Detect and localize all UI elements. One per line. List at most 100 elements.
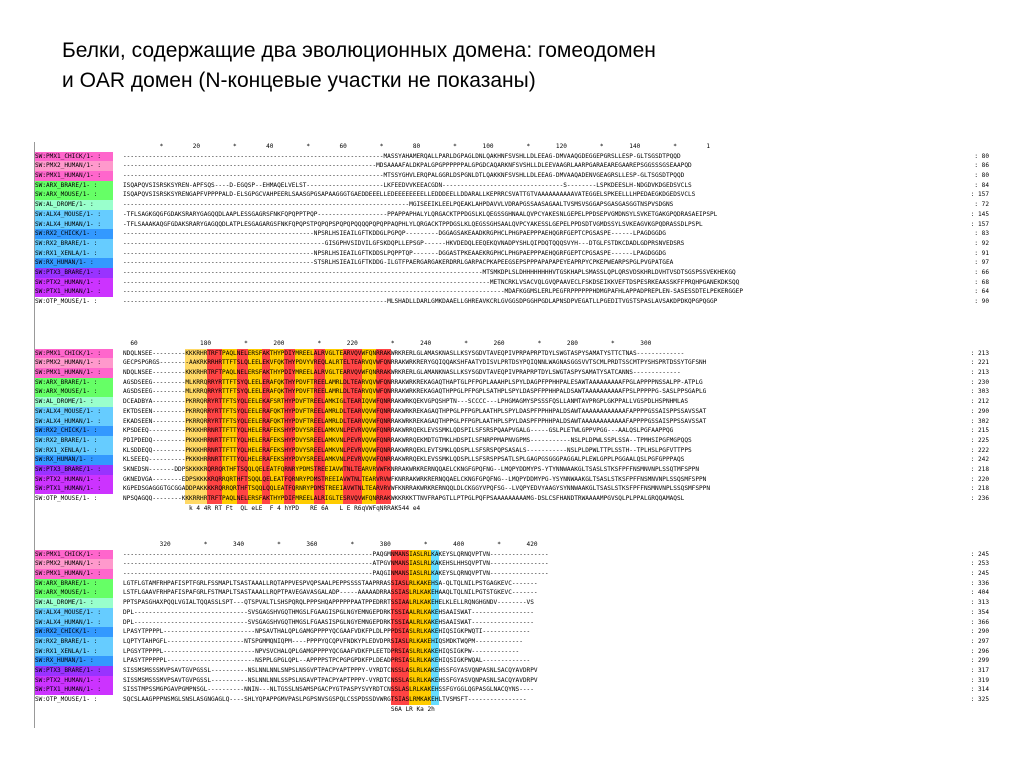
residue-text: ----------------------------------------… bbox=[123, 259, 674, 267]
sequence-label: SW:PMX1_CHICK/1- : bbox=[35, 348, 113, 359]
conservation-highlight bbox=[269, 387, 285, 398]
conservation-highlight bbox=[295, 397, 314, 407]
conservation-highlight bbox=[295, 494, 314, 504]
sequence-end-position: : 296 bbox=[970, 647, 989, 655]
conservation-highlight bbox=[222, 416, 237, 427]
conservation-highlight bbox=[207, 426, 223, 436]
sequence-row: SW:PMX2_HUMAN/1- : GECPSPGRGS--------AAKR… bbox=[35, 358, 993, 369]
residue-text: ISQAPQVSISRSKSYRENGAPFVPPPPALD-ELSGPGCVA… bbox=[123, 191, 696, 199]
residue-text: SISSTMPSSMGPGAVPGMPNSGL----------NNIN---… bbox=[123, 686, 534, 694]
conservation-highlight bbox=[236, 435, 248, 446]
conservation-highlight bbox=[295, 445, 314, 456]
sequence-row: SW:RX_HUMAN/1- : KLSEEEQ----------PKKKHRR… bbox=[35, 455, 993, 465]
sequence-label: SW:OTP_MOUSE/1- : bbox=[35, 297, 113, 307]
conservation-highlight bbox=[431, 646, 439, 657]
conservation-highlight bbox=[313, 387, 325, 398]
sequence-end-position: : 66 bbox=[974, 268, 989, 276]
sequence-end-position: : 253 bbox=[970, 560, 989, 568]
conservation-highlight bbox=[343, 455, 362, 465]
sequence-end-position: : 218 bbox=[970, 465, 989, 473]
conservation-highlight bbox=[284, 426, 296, 436]
conservation-highlight bbox=[313, 377, 325, 388]
conservation-highlight bbox=[313, 358, 325, 369]
sequence-residues: ISQAPQVSISRSKSYREN-APFSQS----D-EGQSP--EH… bbox=[123, 181, 692, 191]
conservation-highlight bbox=[185, 445, 208, 456]
sequence-end-position: : 404 bbox=[970, 589, 989, 597]
conservation-highlight bbox=[361, 358, 377, 369]
conservation-highlight bbox=[207, 494, 223, 504]
residue-text: LSTFLGAAVFRHPAFISPAFGRLFSTMAPLTSASTAAALL… bbox=[123, 589, 538, 597]
conservation-highlight bbox=[236, 397, 248, 407]
sequence-row: SW:PTX3_BRARE/1- : SISSMSMSSSMVPSAVTGVPGS… bbox=[35, 665, 993, 676]
conservation-highlight bbox=[207, 348, 223, 359]
conservation-highlight bbox=[247, 484, 263, 494]
residue-text: ----------------------------------------… bbox=[123, 298, 718, 305]
conservation-highlight bbox=[390, 588, 410, 599]
conservation-highlight bbox=[185, 387, 208, 398]
conservation-highlight bbox=[295, 368, 314, 378]
sequence-row: SW:PTX1_HUMAN/1- : KGPEDSGAGGGTGCGGADDPAK… bbox=[35, 484, 993, 495]
conservation-highlight bbox=[390, 617, 410, 628]
sequence-end-position: : 313 bbox=[970, 599, 989, 607]
sequence-residues: KGPEDSGAGGGTGCGGADDPAKKKKRQRRQRTHFTSQQLQ… bbox=[123, 484, 710, 494]
conservation-highlight bbox=[409, 685, 432, 695]
conservation-highlight bbox=[284, 494, 296, 504]
conservation-highlight bbox=[361, 387, 377, 398]
conservation-highlight bbox=[390, 569, 410, 579]
sequence-label: SW:PMX2_HUMAN/1- : bbox=[35, 161, 113, 172]
conservation-highlight bbox=[409, 559, 432, 570]
conservation-highlight bbox=[269, 484, 285, 494]
conservation-highlight bbox=[247, 455, 263, 465]
conservation-highlight bbox=[269, 494, 285, 504]
sequence-label: SW:ARX_BRARE/1- : bbox=[35, 180, 113, 191]
conservation-highlight bbox=[431, 656, 439, 666]
conservation-highlight bbox=[313, 435, 325, 446]
sequence-label: SW:RX2_CHICK/1- : bbox=[35, 627, 113, 637]
sequence-end-position: : 215 bbox=[970, 427, 989, 435]
conservation-highlight bbox=[236, 455, 248, 465]
conservation-highlight bbox=[236, 377, 248, 388]
conservation-highlight bbox=[376, 435, 391, 446]
residue-text: LQPTYTAHPGFL---------------------NTSPGMM… bbox=[123, 637, 523, 645]
conservation-highlight bbox=[295, 358, 314, 369]
conservation-highlight bbox=[313, 474, 325, 485]
conservation-highlight bbox=[236, 474, 248, 485]
conservation-highlight bbox=[409, 588, 432, 599]
conservation-highlight bbox=[343, 464, 362, 475]
sequence-residues: ----------------------------------------… bbox=[123, 171, 684, 181]
sequence-end-position: : 213 bbox=[970, 369, 989, 377]
sequence-label: SW:PMX1_CHICK/1- : bbox=[35, 549, 113, 560]
conservation-highlight bbox=[431, 636, 439, 647]
conservation-highlight bbox=[376, 348, 391, 359]
sequence-label: SW:OTP_MOUSE/1- : bbox=[35, 695, 113, 705]
conservation-highlight bbox=[185, 397, 208, 407]
conservation-highlight bbox=[313, 484, 325, 494]
conservation-highlight bbox=[269, 464, 285, 475]
conservation-highlight bbox=[409, 549, 432, 560]
sequence-label: SW:PTX1_HUMAN/1- : bbox=[35, 287, 113, 298]
sequence-row: SW:PMX1_HUMAN/1- : NDQLNSEE---------KKKRH… bbox=[35, 368, 993, 378]
sequence-label: SW:ALX4_MOUSE/1- : bbox=[35, 209, 113, 220]
sequence-residues: NDQLNSEE---------KKKRHRTRFTPAQLNELERSFAK… bbox=[123, 348, 684, 359]
conservation-highlight bbox=[431, 695, 439, 705]
sequence-row: SW:PMX2_HUMAN/1- : ----------------------… bbox=[35, 559, 993, 570]
sequence-end-position: : 83 bbox=[974, 230, 989, 238]
conservation-highlight bbox=[431, 617, 439, 628]
conservation-highlight bbox=[185, 474, 208, 485]
conservation-highlight bbox=[376, 426, 391, 436]
conservation-highlight bbox=[361, 397, 377, 407]
conservation-highlight bbox=[343, 445, 362, 456]
residue-text: ----------------------------------------… bbox=[123, 560, 549, 568]
sequence-label: SW:PTX3_BRARE/1- : bbox=[35, 464, 113, 475]
conservation-highlight bbox=[185, 368, 208, 378]
sequence-row: SW:RX_HUMAN/1- : LPASYTPPPPPL------------… bbox=[35, 656, 993, 666]
sequence-label: SW:RX2_CHICK/1- : bbox=[35, 229, 113, 239]
conservation-highlight bbox=[324, 397, 344, 407]
sequence-row: SW:OTP_MOUSE/1- : NPSQAGQQ--------KKKRRHR… bbox=[35, 494, 993, 504]
sequence-label: SW:AL_DROME/1- : bbox=[35, 598, 113, 608]
conservation-highlight bbox=[284, 474, 296, 485]
sequence-row: SW:ARX_MOUSE/1- : AGSDSEEG---------MLKRRQ… bbox=[35, 387, 993, 398]
sequence-residues: ----------------------------------------… bbox=[123, 249, 666, 259]
sequence-end-position: : 336 bbox=[970, 579, 989, 587]
sequence-residues: ISQAPQVSISRSKSYRENGAPFVPPPPALD-ELSGPGCVA… bbox=[123, 190, 695, 200]
